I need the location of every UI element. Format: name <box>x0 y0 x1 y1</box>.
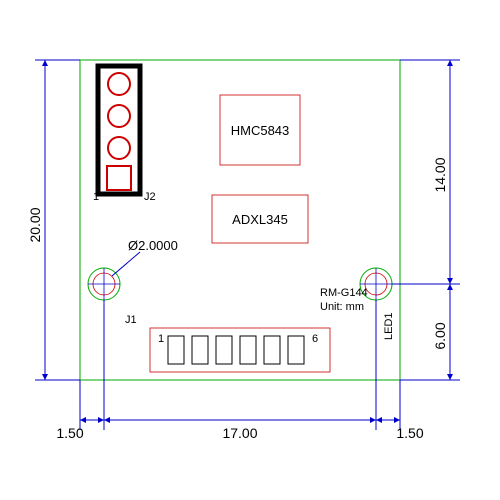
j2-pin1-label: 1 <box>93 191 99 203</box>
pcb-mechanical-drawing: HMC5843 ADXL345 1 J2 Ø2.0000 <box>0 0 500 500</box>
connector-j1: 1 6 J1 <box>125 314 330 372</box>
chip-hmc5843: HMC5843 <box>220 95 300 165</box>
dim-height-full: 20.00 <box>27 60 80 380</box>
unit-text: Unit: mm <box>320 301 364 313</box>
j1-pin6: 6 <box>312 333 318 345</box>
dim-height-partial-text: 14.00 <box>432 157 448 192</box>
chip-adxl345-label: ADXL345 <box>232 212 288 227</box>
dim-width-mid: 17.00 <box>104 420 376 441</box>
j1-pin1: 1 <box>158 333 164 345</box>
dim-height-bottom: 6.00 <box>400 284 460 380</box>
dim-width-mid-text: 17.00 <box>222 425 257 441</box>
hole-diameter-text: Ø2.0000 <box>128 238 178 253</box>
hole-diameter-callout: Ø2.0000 <box>112 238 178 276</box>
dim-height-bottom-text: 6.00 <box>432 322 448 349</box>
chip-hmc5843-label: HMC5843 <box>231 123 290 138</box>
dim-height-partial: 14.00 <box>392 60 460 284</box>
j2-name: J2 <box>144 191 156 203</box>
j1-name: J1 <box>125 314 137 326</box>
chip-adxl345: ADXL345 <box>212 195 308 243</box>
dim-height-full-text: 20.00 <box>27 207 43 242</box>
connector-j2: 1 J2 <box>93 66 156 203</box>
dim-width-right-text: 1.50 <box>396 425 423 441</box>
dim-width-left-text: 1.50 <box>56 425 83 441</box>
model-text: RM-G144 <box>320 287 368 299</box>
led1-label: LED1 <box>383 312 395 340</box>
